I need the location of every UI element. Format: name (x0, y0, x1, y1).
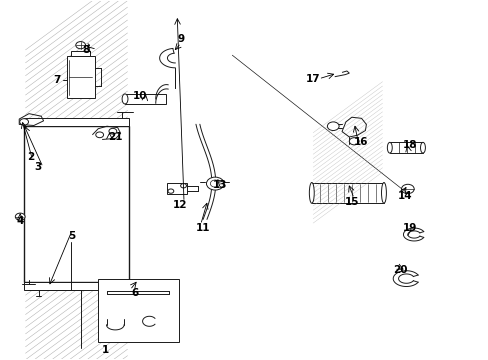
Bar (389, 142, 422, 153)
Text: 10: 10 (132, 91, 146, 101)
Bar (311, 183, 383, 203)
Text: 1: 1 (102, 345, 109, 355)
Text: 12: 12 (173, 200, 187, 210)
Text: 19: 19 (402, 224, 417, 233)
Ellipse shape (420, 142, 425, 153)
Text: 7: 7 (53, 75, 61, 85)
Circle shape (206, 177, 224, 190)
Text: 13: 13 (212, 180, 227, 190)
Bar (125, 94, 166, 104)
Circle shape (76, 41, 85, 49)
Bar (24, 118, 129, 126)
Circle shape (180, 184, 186, 188)
Bar (98, 279, 178, 342)
Circle shape (210, 180, 220, 187)
Text: 4: 4 (17, 216, 24, 226)
Ellipse shape (381, 183, 386, 203)
Text: 2: 2 (27, 152, 35, 162)
Bar (71, 51, 90, 56)
Ellipse shape (309, 183, 314, 203)
Text: 18: 18 (402, 140, 417, 150)
Ellipse shape (386, 142, 391, 153)
Text: 16: 16 (353, 138, 368, 147)
Text: 6: 6 (131, 288, 138, 298)
Circle shape (327, 122, 338, 131)
Text: 3: 3 (35, 162, 42, 172)
Text: 9: 9 (177, 35, 184, 44)
Text: 8: 8 (82, 45, 89, 55)
Circle shape (15, 213, 25, 220)
Ellipse shape (122, 94, 128, 104)
Circle shape (96, 132, 103, 138)
Circle shape (20, 119, 28, 125)
Bar (24, 282, 129, 290)
Circle shape (401, 184, 413, 194)
Bar (167, 183, 186, 194)
Text: 14: 14 (397, 191, 412, 201)
Text: 21: 21 (108, 132, 122, 142)
Text: 20: 20 (392, 265, 407, 275)
Text: 11: 11 (195, 224, 210, 233)
Bar (66, 56, 95, 98)
Text: 5: 5 (68, 231, 75, 240)
Circle shape (167, 189, 173, 193)
Bar (24, 126, 129, 282)
Text: 15: 15 (344, 197, 358, 207)
Circle shape (109, 129, 117, 134)
Text: 17: 17 (305, 74, 320, 84)
Circle shape (348, 138, 358, 145)
